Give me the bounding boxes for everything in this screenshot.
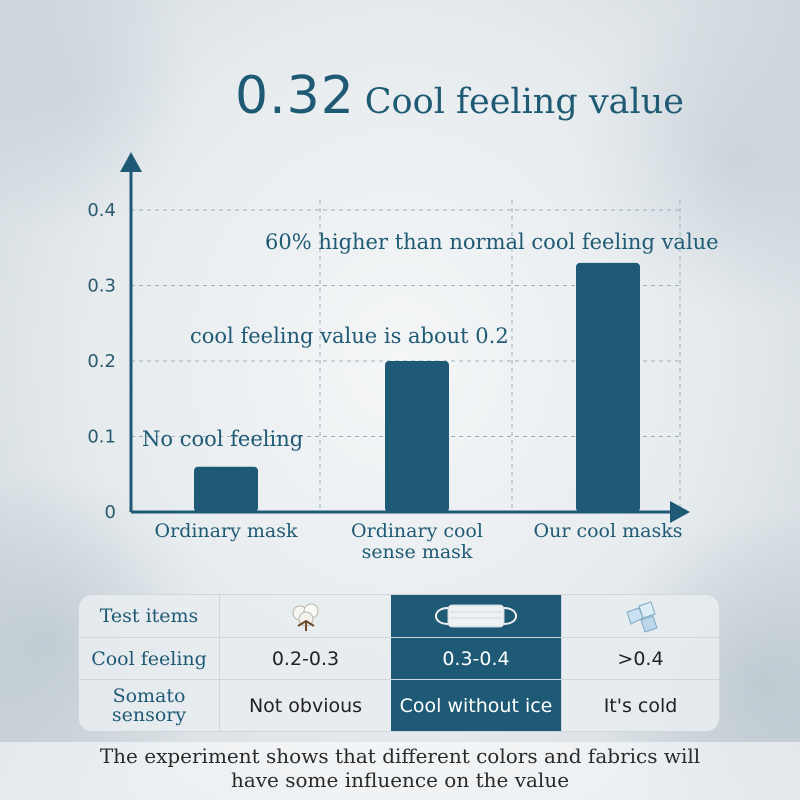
bar: [194, 466, 258, 512]
cell-value-highlight: 0.3-0.4: [391, 638, 561, 680]
bar-annotation: cool feeling value is about 0.2: [190, 324, 509, 348]
category-label: Our cool masks: [534, 520, 683, 542]
header-label: Test items: [99, 604, 199, 627]
cell-value: It's cold: [561, 680, 719, 731]
category-label: Ordinary mask: [155, 520, 298, 542]
table-header-row: Test items: [79, 595, 719, 637]
y-tick-label: 0.4: [87, 200, 116, 221]
bars: [194, 262, 640, 512]
y-tick-labels: 0 0.1 0.2 0.3 0.4: [87, 200, 116, 523]
mask-icon: [391, 595, 561, 637]
y-tick-label: 0.3: [87, 276, 116, 297]
bar-annotations: No cool feeling cool feeling value is abo…: [142, 230, 719, 451]
headline: 0.32 Cool feeling value: [235, 66, 684, 138]
bar-annotation: 60% higher than normal cool feeling valu…: [265, 230, 719, 254]
cell-value: 0.2-0.3: [219, 638, 391, 680]
comparison-table: Test items: [78, 594, 720, 732]
category-label: sense mask: [362, 541, 473, 563]
x-axis-arrow-icon: [670, 501, 690, 523]
category-label: Ordinary cool: [351, 520, 483, 542]
bar-annotation: No cool feeling: [142, 427, 303, 451]
headline-value: 0.32: [235, 66, 355, 126]
y-tick-label: 0.2: [87, 351, 116, 372]
bar: [385, 361, 449, 512]
footer-line-1: The experiment shows that different colo…: [99, 744, 701, 768]
cell-value-highlight: Cool without ice: [391, 680, 561, 731]
cell-value: Not obvious: [219, 680, 391, 731]
footer-line-2: have some influence on the value: [230, 768, 570, 792]
table-row: Somato sensory Not obvious Cool without …: [79, 679, 719, 731]
y-tick-label: 0.1: [87, 427, 116, 448]
headline-text: Cool feeling value: [364, 82, 684, 122]
cell-value: >0.4: [561, 638, 719, 680]
footer-note: The experiment shows that different colo…: [0, 742, 800, 800]
row-label: Somato sensory: [111, 685, 187, 726]
ice-cubes-icon: [561, 595, 719, 637]
row-label: Cool feeling: [91, 647, 207, 670]
y-tick-label: 0: [105, 502, 116, 523]
bar-chart: 0 0.1 0.2 0.3 0.4 Ordinary mask Ordinary cool…: [87, 152, 719, 563]
bar: [576, 262, 640, 512]
y-axis-arrow-icon: [120, 152, 142, 172]
table-row: Cool feeling 0.2-0.3 0.3-0.4 >0.4: [79, 637, 719, 680]
cotton-icon: [219, 595, 391, 637]
